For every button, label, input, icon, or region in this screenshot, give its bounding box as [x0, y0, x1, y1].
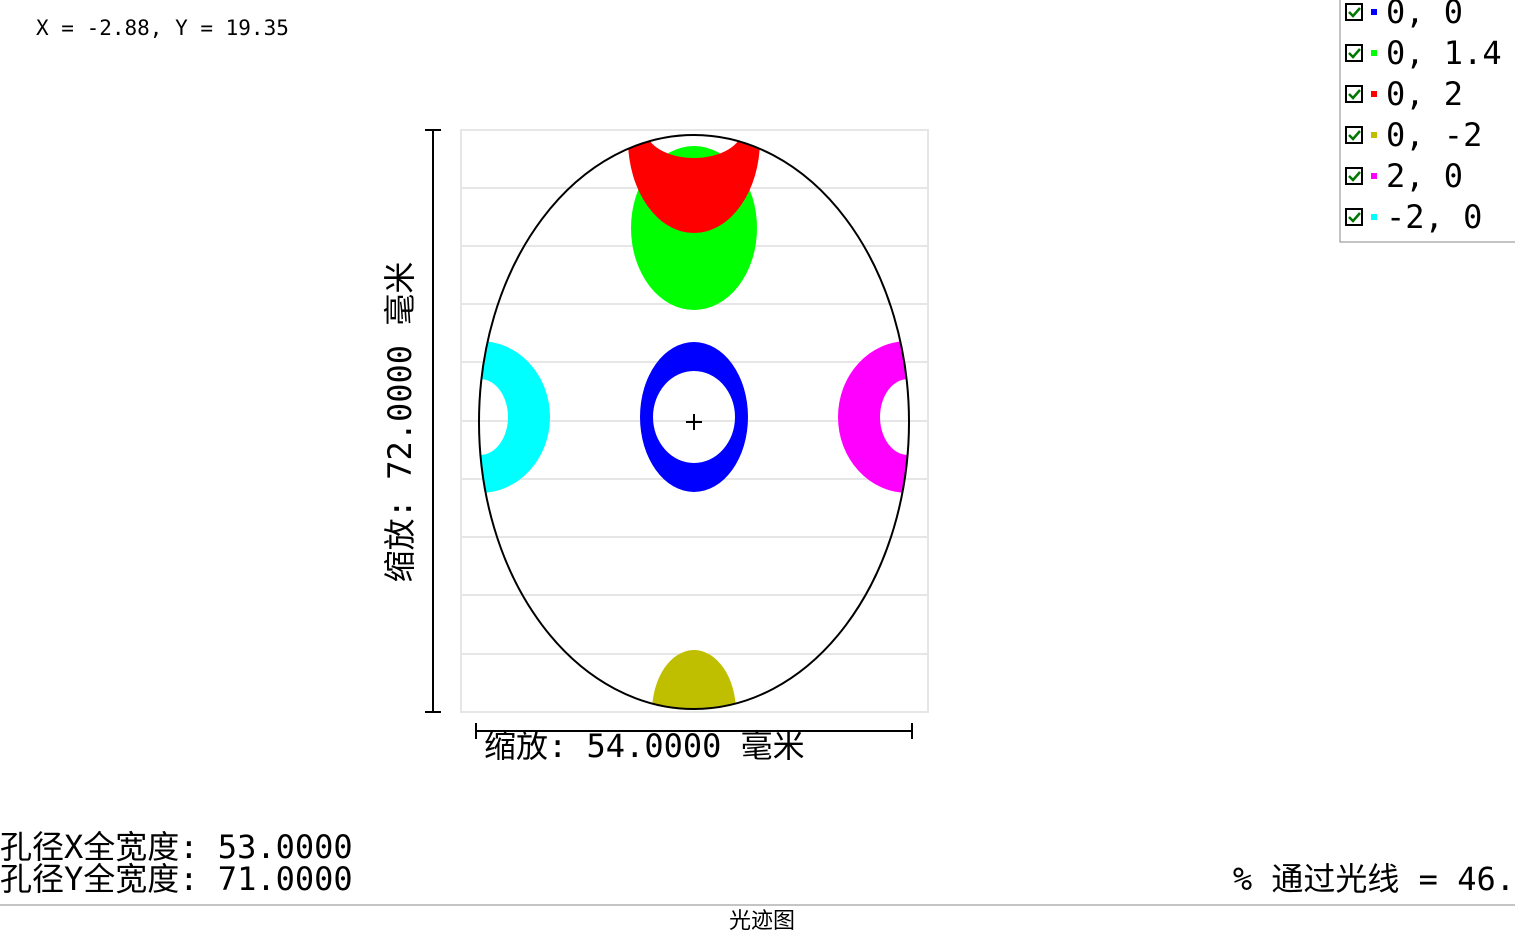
legend-label: -2, 0 — [1386, 198, 1482, 236]
x-scale-bar — [475, 723, 913, 739]
rays-through: % 通过光线 = 46. — [1233, 860, 1515, 898]
footprint — [838, 341, 909, 493]
aperture-outline — [478, 134, 910, 710]
legend-box — [1339, 0, 1515, 243]
legend-checkbox — [1345, 126, 1363, 144]
legend-check — [1348, 48, 1361, 59]
legend-check — [1348, 212, 1361, 223]
legend-marker — [1371, 9, 1377, 15]
legend-marker — [1371, 91, 1377, 97]
legend-label: 0, 0 — [1386, 0, 1463, 31]
legend-checkbox — [1345, 167, 1363, 185]
legend-label: 0, 2 — [1386, 75, 1463, 113]
legend-checkbox — [1345, 44, 1363, 62]
y-scale-bar — [425, 129, 441, 713]
footprints — [479, 135, 909, 709]
footprint — [652, 650, 736, 709]
footprint — [628, 135, 760, 233]
footer-title: 光迹图 — [729, 909, 795, 934]
aperture-y: 孔径Y全宽度: 71.0000 — [0, 860, 353, 898]
legend-marker — [1371, 214, 1377, 220]
center-cross — [686, 414, 702, 430]
legend-label: 0, -2 — [1386, 116, 1482, 154]
aperture-x: 孔径X全宽度: 53.0000 — [0, 828, 353, 866]
legend: 0, 00, 1.40, 20, -22, 0-2, 0 — [1345, 0, 1502, 236]
legend-check — [1348, 171, 1361, 182]
legend-marker — [1371, 50, 1377, 56]
x-scale-label: 缩放: 54.0000 毫米 — [484, 727, 805, 765]
cursor-readout: X = -2.88, Y = 19.35 — [36, 16, 289, 40]
legend-check — [1348, 89, 1361, 100]
legend-checkbox — [1345, 85, 1363, 103]
legend-marker — [1371, 132, 1377, 138]
legend-checkbox — [1345, 3, 1363, 21]
legend-label: 0, 1.4 — [1386, 34, 1502, 72]
footprint — [640, 342, 748, 492]
legend-check — [1348, 7, 1361, 18]
legend-marker — [1371, 173, 1377, 179]
legend-label: 2, 0 — [1386, 157, 1463, 195]
legend-check — [1348, 130, 1361, 141]
legend-checkbox — [1345, 208, 1363, 226]
footprint — [479, 341, 550, 493]
y-scale-label: 缩放: 72.0000 毫米 — [381, 262, 419, 583]
